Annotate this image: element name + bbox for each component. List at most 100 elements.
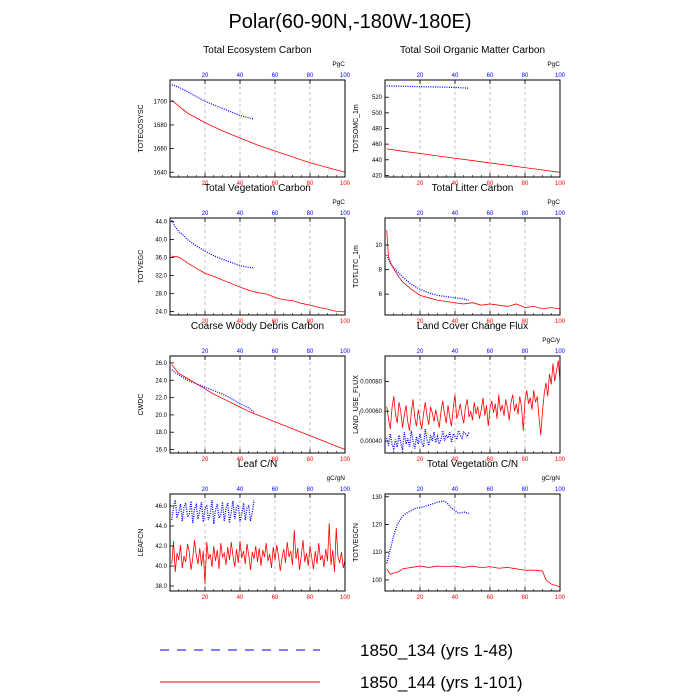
- x-tick-label: 40: [237, 457, 244, 463]
- series-line-1850-144: [386, 148, 561, 173]
- x-tick-label: 100: [340, 457, 351, 463]
- y-axis-label: LEAFCN: [138, 529, 145, 557]
- panel-total-vegetation-c-n: Total Vegetation C/N gC/gN 20 40 60 80 100 20 40…: [353, 459, 566, 601]
- series-line-1850-144: [171, 364, 346, 450]
- y-tick-label: 28.0: [155, 291, 167, 297]
- x-tick-label: 80: [307, 181, 314, 187]
- top-x-tick-label: 20: [202, 73, 209, 79]
- units-label: PgC: [332, 199, 345, 206]
- series-line-1850-134: [171, 219, 255, 269]
- panel-title: Total Soil Organic Matter Carbon: [400, 45, 545, 56]
- top-x-tick-label: 80: [307, 73, 314, 79]
- y-tick-label: 22.0: [155, 396, 167, 402]
- y-tick-label: 1700: [154, 99, 168, 105]
- y-tick-label: 480: [372, 127, 383, 133]
- plot-frame: [169, 217, 346, 316]
- plot-frame: [169, 79, 346, 178]
- y-tick-label: 8: [379, 268, 383, 274]
- plot-frame: [384, 217, 561, 316]
- series-line-1850-134: [386, 85, 470, 89]
- y-tick-label: 420: [372, 173, 383, 179]
- top-x-tick-label: 80: [522, 73, 529, 79]
- x-tick-label: 40: [452, 457, 459, 463]
- x-tick-label: 100: [555, 319, 566, 325]
- units-label: PgC/y: [542, 337, 560, 344]
- x-tick-label: 100: [555, 595, 566, 601]
- y-tick-label: 44.0: [155, 220, 167, 226]
- y-tick-label: 20.0: [155, 413, 167, 419]
- y-tick-label: 460: [372, 142, 383, 148]
- top-x-tick-label: 60: [272, 211, 279, 217]
- y-tick-label: 500: [372, 111, 383, 117]
- series-line-1850-144: [386, 565, 561, 588]
- units-label: gC/gN: [327, 475, 346, 482]
- series-line-1850-134: [386, 428, 470, 451]
- panel-title: Total Ecosystem Carbon: [203, 45, 311, 56]
- x-tick-label: 60: [487, 181, 494, 187]
- x-tick-label: 20: [202, 319, 209, 325]
- panel-title: Total Vegetation Carbon: [204, 183, 311, 194]
- plot-frame: [384, 493, 561, 592]
- figure-title: Polar(60-90N,-180W-180E): [228, 11, 471, 33]
- x-tick-label: 20: [202, 457, 209, 463]
- y-tick-label: 46.0: [155, 504, 167, 510]
- top-x-tick-label: 100: [340, 73, 351, 79]
- top-x-tick-label: 40: [237, 349, 244, 355]
- top-x-tick-label: 60: [487, 349, 494, 355]
- top-x-tick-label: 100: [555, 73, 566, 79]
- y-tick-label: 24.0: [155, 378, 167, 384]
- series-line-1850-144: [171, 255, 346, 313]
- y-axis-label: TOTSOMC_1m: [353, 104, 360, 153]
- x-tick-label: 80: [522, 595, 529, 601]
- series-line-1850-144: [386, 360, 561, 436]
- y-tick-label: 26.0: [155, 361, 167, 367]
- plot-frame: [384, 79, 561, 178]
- x-tick-label: 100: [340, 595, 351, 601]
- x-tick-label: 60: [487, 595, 494, 601]
- x-tick-label: 80: [522, 319, 529, 325]
- top-x-tick-label: 20: [417, 487, 424, 493]
- top-x-tick-label: 20: [417, 211, 424, 217]
- x-tick-label: 80: [522, 181, 529, 187]
- units-label: PgC: [332, 61, 345, 68]
- top-x-tick-label: 20: [202, 211, 209, 217]
- top-x-tick-label: 40: [452, 73, 459, 79]
- top-x-tick-label: 60: [487, 211, 494, 217]
- y-tick-label: 0.00080: [360, 379, 382, 385]
- top-x-tick-label: 60: [272, 73, 279, 79]
- y-tick-label: 120: [372, 522, 383, 528]
- top-x-tick-label: 40: [237, 211, 244, 217]
- panel-land-cover-change-flux: Land Cover Change Flux PgC/y 20 40 60 80 100 20…: [353, 321, 566, 463]
- y-tick-label: 0.00060: [360, 409, 382, 415]
- y-axis-label: CWDC: [138, 394, 145, 416]
- top-x-tick-label: 60: [487, 73, 494, 79]
- x-tick-label: 20: [417, 319, 424, 325]
- series-line-1850-134: [386, 500, 470, 564]
- plot-frame: [384, 355, 561, 454]
- chart-panels: Total Ecosystem Carbon PgC 20 40 60 80 100 20 40…: [138, 45, 566, 601]
- y-tick-label: 16.0: [155, 448, 167, 454]
- y-tick-label: 100: [372, 578, 383, 584]
- x-tick-label: 100: [340, 181, 351, 187]
- y-tick-label: 42.0: [155, 544, 167, 550]
- y-tick-label: 1640: [154, 170, 168, 176]
- y-tick-label: 40.0: [155, 564, 167, 570]
- x-tick-label: 80: [307, 319, 314, 325]
- x-tick-label: 100: [340, 319, 351, 325]
- x-tick-label: 20: [202, 595, 209, 601]
- x-tick-label: 20: [417, 457, 424, 463]
- top-x-tick-label: 80: [522, 211, 529, 217]
- y-axis-label: TOTECOSYSC: [138, 104, 145, 152]
- x-tick-label: 20: [417, 181, 424, 187]
- top-x-tick-label: 60: [272, 487, 279, 493]
- y-tick-label: 18.0: [155, 430, 167, 436]
- top-x-tick-label: 100: [340, 349, 351, 355]
- y-tick-label: 10: [375, 243, 382, 249]
- top-x-tick-label: 60: [487, 487, 494, 493]
- series-line-1850-134: [386, 254, 470, 301]
- x-tick-label: 60: [272, 319, 279, 325]
- x-tick-label: 60: [487, 319, 494, 325]
- units-label: PgC: [547, 199, 560, 206]
- y-axis-label: TOTVEGCN: [353, 523, 360, 562]
